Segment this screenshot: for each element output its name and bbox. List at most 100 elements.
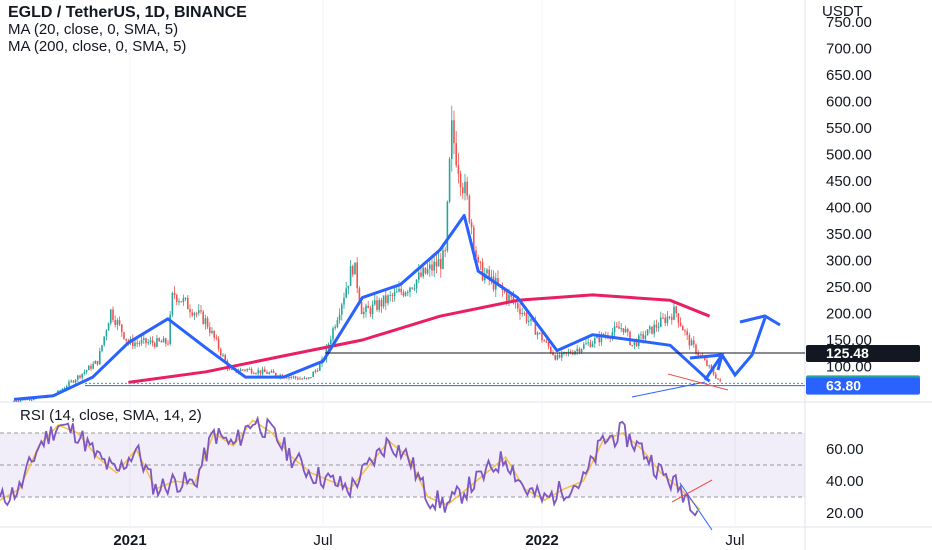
- candle-body: [268, 372, 270, 374]
- candle-body: [453, 120, 455, 144]
- candle-body: [114, 319, 116, 325]
- candle-body: [455, 143, 457, 166]
- candle-body: [640, 334, 642, 336]
- candle-body: [63, 388, 66, 390]
- candle-body: [433, 261, 435, 271]
- candle-body: [611, 332, 614, 338]
- candle-body: [79, 375, 81, 378]
- candle-body: [213, 330, 215, 338]
- time-axis: 2021 Jul 2022 Jul: [113, 532, 744, 549]
- price-tag-label: 125.48: [826, 345, 869, 361]
- candle-body: [593, 338, 596, 344]
- candle-body: [569, 351, 572, 354]
- candle-body: [690, 340, 693, 346]
- candle-body: [147, 342, 149, 344]
- candle-body: [635, 341, 638, 346]
- candle-body: [512, 296, 515, 302]
- candle-body: [714, 374, 717, 379]
- candle-body: [186, 297, 189, 310]
- candle-body: [219, 349, 222, 356]
- candle-body: [479, 261, 482, 263]
- price-tick-label: 250.00: [826, 279, 872, 296]
- candle-body: [505, 292, 508, 301]
- time-tick-label: 2021: [113, 532, 146, 549]
- candle-body: [329, 339, 332, 345]
- candle-body: [167, 343, 169, 345]
- candle-body: [288, 377, 290, 379]
- candle-body: [142, 338, 145, 341]
- candle-body: [708, 365, 710, 367]
- candle-body: [657, 326, 660, 328]
- time-tick-label: 2022: [525, 532, 558, 549]
- candle-body: [481, 262, 484, 281]
- candle-body: [259, 370, 262, 374]
- candle-body: [158, 338, 160, 342]
- candle-body: [552, 352, 554, 356]
- candle-body: [384, 295, 387, 304]
- candle-body: [263, 369, 266, 373]
- rsi-line: [0, 415, 699, 517]
- candle-body: [136, 342, 138, 344]
- candle-body: [15, 400, 17, 402]
- candle-body: [582, 344, 585, 349]
- candle-body: [310, 376, 312, 378]
- candle-body: [96, 360, 99, 365]
- candle-body: [360, 301, 363, 315]
- candle-body: [380, 300, 383, 307]
- rsi-legend[interactable]: RSI (14, close, SMA, 14, 2): [20, 407, 202, 424]
- candle-body: [307, 377, 310, 379]
- candle-body: [719, 379, 721, 381]
- candle-body: [400, 288, 402, 293]
- candle-body: [153, 343, 156, 347]
- candle-body: [426, 268, 429, 274]
- candle-body: [560, 352, 563, 358]
- candle-body: [98, 351, 101, 365]
- candle-body: [90, 365, 92, 369]
- candle-body: [140, 340, 143, 344]
- candle-body: [362, 311, 365, 315]
- candle-body: [402, 292, 405, 296]
- candle-body: [87, 365, 90, 371]
- candle-body: [409, 287, 411, 293]
- candle-body: [490, 276, 493, 279]
- candle-body: [547, 341, 550, 347]
- rsi-tick-label: 40.00: [826, 473, 864, 490]
- rsi-axis: 60.00 40.00 20.00: [826, 441, 864, 522]
- candle-body: [417, 272, 420, 280]
- candle-body: [103, 336, 105, 346]
- price-tick-label: 550.00: [826, 120, 872, 137]
- candle-body: [208, 327, 211, 333]
- candle-body: [567, 351, 570, 353]
- candle-body: [318, 363, 321, 371]
- candle-body: [145, 338, 147, 344]
- candle-body: [70, 380, 72, 382]
- ma20-legend[interactable]: MA (20, close, 0, SMA, 5): [8, 21, 179, 38]
- candle-body: [681, 325, 684, 331]
- candle-body: [395, 291, 398, 293]
- candle-body: [527, 320, 530, 322]
- candle-body: [252, 373, 255, 375]
- candle-body: [182, 298, 185, 302]
- candle-body: [123, 332, 125, 339]
- candle-body: [470, 222, 473, 228]
- candle-body: [580, 348, 583, 353]
- ma200-legend[interactable]: MA (200, close, 0, SMA, 5): [8, 38, 187, 55]
- candle-body: [378, 300, 380, 310]
- candle-body: [516, 302, 519, 309]
- candle-body: [101, 345, 103, 352]
- symbol-title[interactable]: EGLD / TetherUS, 1D, BINANCE: [8, 4, 247, 21]
- candle-body: [354, 262, 356, 275]
- candle-body: [250, 368, 253, 374]
- candle-body: [428, 264, 431, 269]
- rsi-tick-label: 60.00: [826, 441, 864, 458]
- candle-body: [543, 340, 545, 342]
- candle-body: [180, 301, 182, 303]
- candle-body: [230, 369, 233, 371]
- candle-body: [120, 324, 123, 333]
- candle-body: [191, 312, 193, 316]
- candle-body: [626, 329, 629, 332]
- candle-body: [679, 322, 682, 326]
- candle-body: [413, 288, 416, 290]
- candle-body: [299, 378, 301, 380]
